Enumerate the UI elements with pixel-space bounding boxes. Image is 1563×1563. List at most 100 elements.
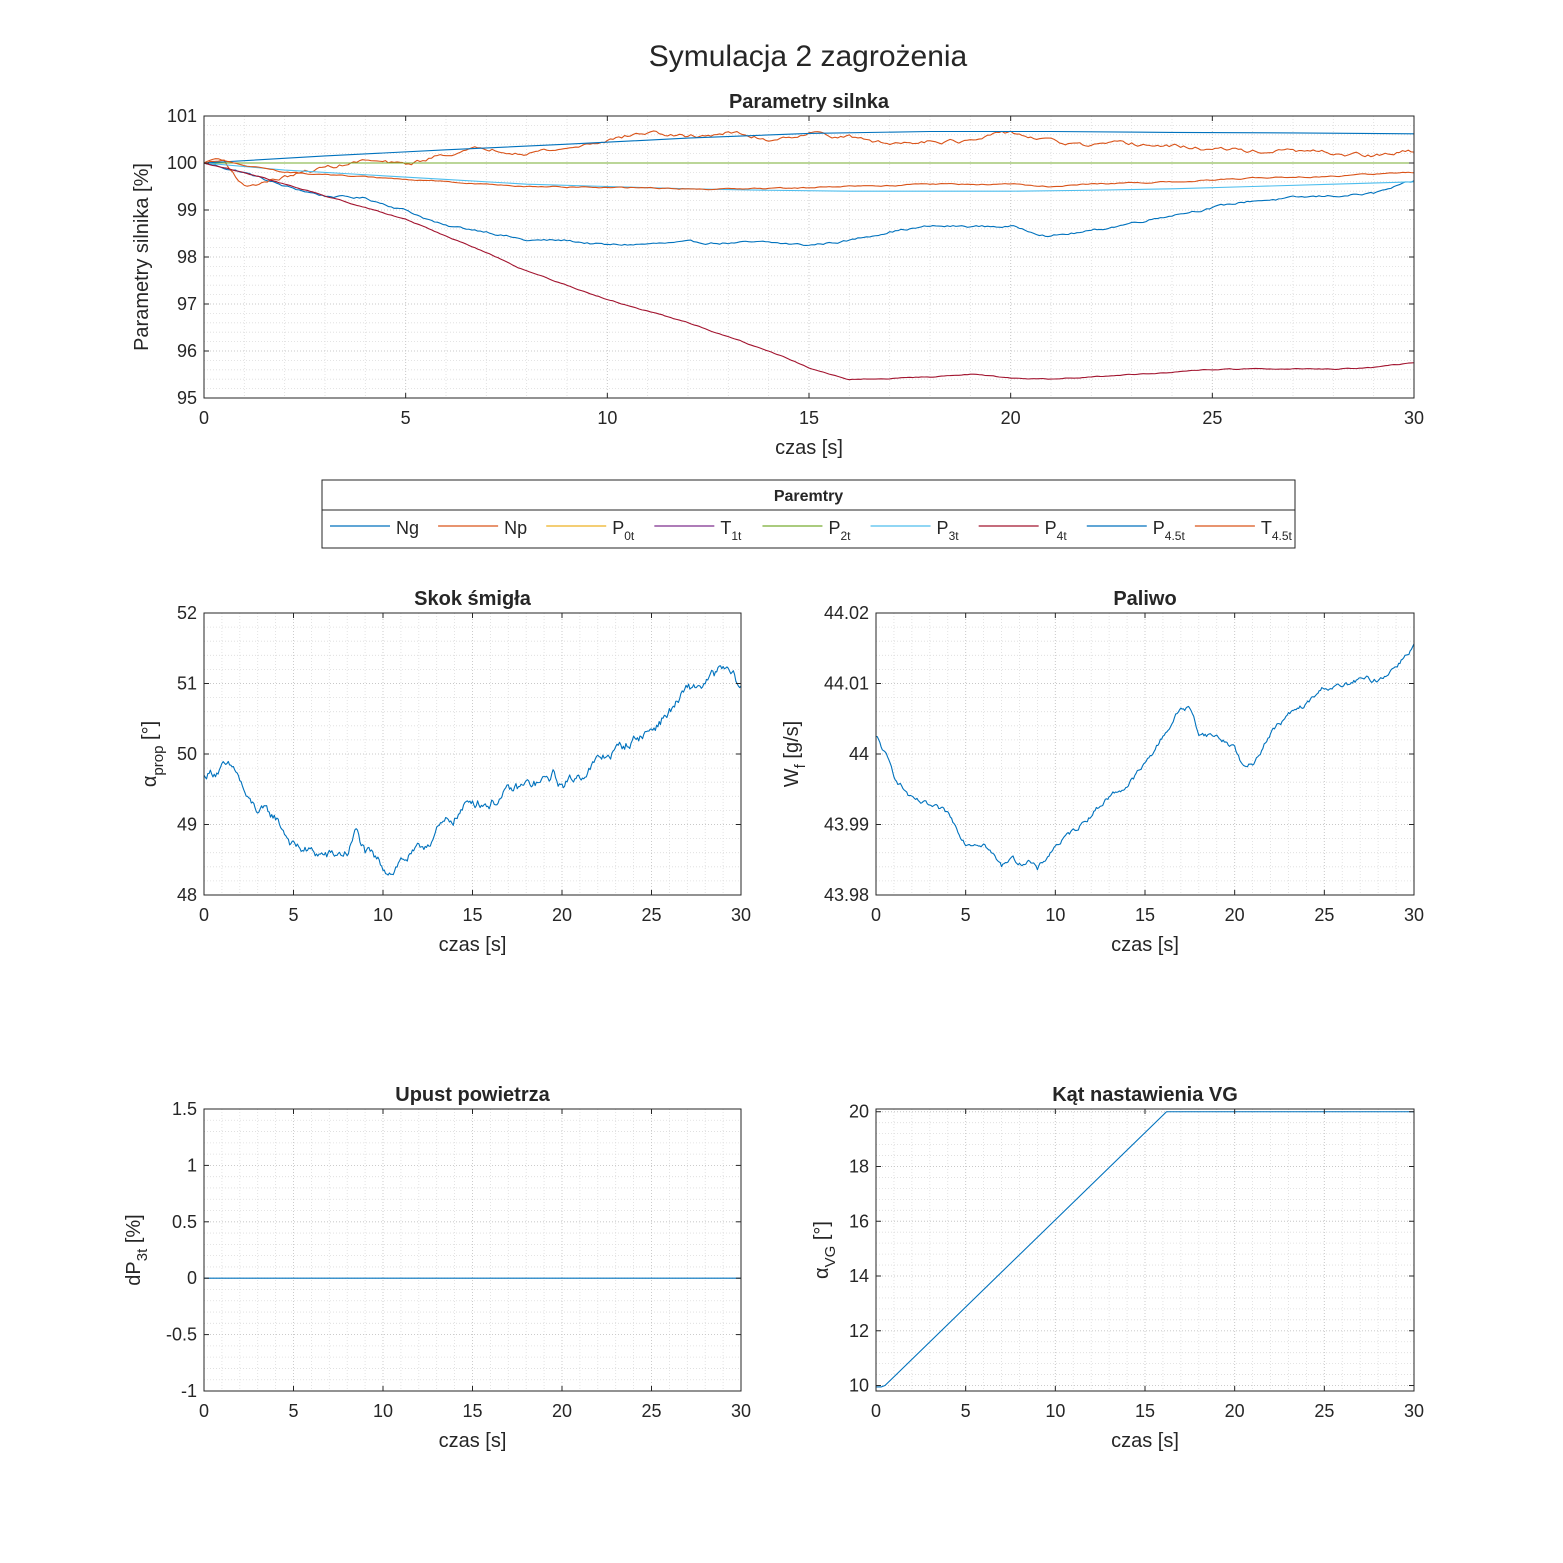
x-axis-label: czas [s] bbox=[775, 437, 843, 459]
legend-entry: P4t bbox=[978, 518, 1068, 543]
x-tick-label: 10 bbox=[373, 1401, 393, 1421]
series-line-p3t bbox=[204, 162, 1414, 192]
x-tick-label: 25 bbox=[641, 1401, 661, 1421]
x-tick-label: 5 bbox=[401, 408, 411, 428]
y-tick-label: 97 bbox=[177, 294, 197, 314]
legend-entry: P0t bbox=[546, 518, 635, 543]
y-tick-label: 14 bbox=[849, 1266, 869, 1286]
y-tick-label: 50 bbox=[177, 744, 197, 764]
series-group bbox=[204, 130, 1414, 381]
x-tick-label: 30 bbox=[731, 905, 751, 925]
axes-title: Kąt nastawienia VG bbox=[1052, 1084, 1238, 1106]
y-tick-label: 49 bbox=[177, 815, 197, 835]
x-tick-label: 0 bbox=[871, 1401, 881, 1421]
grid bbox=[204, 613, 741, 895]
y-tick-label: 101 bbox=[167, 106, 197, 126]
y-tick-label: 0 bbox=[187, 1268, 197, 1288]
x-tick-label: 10 bbox=[1045, 1401, 1065, 1421]
y-axis-label: αprop [°] bbox=[139, 721, 167, 787]
axes-title: Parametry silnka bbox=[729, 91, 890, 113]
y-tick-label: 12 bbox=[849, 1321, 869, 1341]
x-axis-label: czas [s] bbox=[1111, 1430, 1179, 1452]
x-tick-label: 0 bbox=[199, 408, 209, 428]
legend-label: P4t bbox=[1045, 518, 1068, 543]
legend-entry: P4.5t bbox=[1086, 518, 1185, 543]
x-tick-label: 20 bbox=[1225, 1401, 1245, 1421]
y-tick-label: 10 bbox=[849, 1376, 869, 1396]
y-tick-label: 43.99 bbox=[824, 815, 869, 835]
y-tick-label: 44.02 bbox=[824, 603, 869, 623]
legend-entry: Ng bbox=[330, 518, 419, 538]
axes-5: 0 5 10 15 20 25 30 10 12 14 16 18 20 Kąt nastawienia … bbox=[811, 1084, 1424, 1452]
legend-label: P2t bbox=[828, 518, 851, 543]
x-tick-label: 10 bbox=[373, 905, 393, 925]
legend: Paremtry Ng Np P0t T1t P2t P3t P4t P4.5t T4.5t bbox=[321, 479, 1296, 549]
x-tick-label: 5 bbox=[961, 1401, 971, 1421]
series-line-1 bbox=[876, 1111, 1414, 1388]
x-axis-label: czas [s] bbox=[439, 1430, 507, 1452]
x-tick-label: 20 bbox=[552, 1401, 572, 1421]
series-line-p4t bbox=[204, 162, 1414, 381]
y-tick-label: 99 bbox=[177, 200, 197, 220]
y-axis-label: dP3t [%] bbox=[123, 1214, 151, 1285]
x-tick-label: 10 bbox=[1045, 905, 1065, 925]
series-line-1 bbox=[204, 665, 741, 876]
x-tick-label: 0 bbox=[199, 1401, 209, 1421]
x-tick-label: 25 bbox=[1202, 408, 1222, 428]
x-tick-label: 20 bbox=[552, 905, 572, 925]
legend-label: Ng bbox=[396, 518, 419, 538]
legend-label: P3t bbox=[937, 518, 960, 543]
legend-entry: Np bbox=[438, 518, 527, 538]
y-tick-label: 48 bbox=[177, 885, 197, 905]
legend-label: T1t bbox=[720, 518, 742, 543]
x-tick-label: 15 bbox=[1135, 1401, 1155, 1421]
x-tick-label: 15 bbox=[462, 905, 482, 925]
legend-box bbox=[321, 479, 1296, 549]
y-axis-label: Wf [g/s] bbox=[781, 721, 809, 787]
x-tick-label: 5 bbox=[288, 905, 298, 925]
y-tick-label: 100 bbox=[167, 153, 197, 173]
legend-entry: T4.5t bbox=[1194, 518, 1293, 543]
series-line-t4-5t bbox=[204, 158, 1414, 191]
x-tick-label: 30 bbox=[1404, 905, 1424, 925]
x-axis-label: czas [s] bbox=[1111, 934, 1179, 956]
y-axis-label: Parametry silnika [%] bbox=[131, 163, 153, 351]
series-group bbox=[876, 1111, 1414, 1388]
x-tick-label: 30 bbox=[1404, 408, 1424, 428]
x-tick-label: 20 bbox=[1001, 408, 1021, 428]
axes-3: 0 5 10 15 20 25 30 43.98 43.99 44 44.01 44.02 Paliwo… bbox=[781, 588, 1424, 956]
y-tick-label: 18 bbox=[849, 1156, 869, 1176]
legend-label: P0t bbox=[612, 518, 635, 543]
y-tick-label: 20 bbox=[849, 1102, 869, 1122]
y-tick-label: 1 bbox=[187, 1155, 197, 1175]
x-tick-label: 30 bbox=[731, 1401, 751, 1421]
x-tick-label: 0 bbox=[871, 905, 881, 925]
legend-label: T4.5t bbox=[1261, 518, 1293, 543]
x-tick-label: 25 bbox=[641, 905, 661, 925]
legend-entry: T1t bbox=[654, 518, 742, 543]
series-group bbox=[204, 665, 741, 876]
x-tick-label: 15 bbox=[462, 1401, 482, 1421]
x-tick-label: 25 bbox=[1314, 1401, 1334, 1421]
axes-title: Skok śmigła bbox=[414, 588, 532, 610]
axes-2: 0 5 10 15 20 25 30 48 49 50 51 52 Skok śmigła czas [s… bbox=[139, 588, 751, 956]
y-tick-label: 44 bbox=[849, 744, 869, 764]
legend-entry: P3t bbox=[870, 518, 960, 543]
x-tick-label: 15 bbox=[1135, 905, 1155, 925]
grid bbox=[876, 613, 1414, 895]
axes-title: Upust powietrza bbox=[395, 1084, 550, 1106]
x-tick-label: 5 bbox=[288, 1401, 298, 1421]
y-tick-label: 43.98 bbox=[824, 885, 869, 905]
y-tick-label: 0.5 bbox=[172, 1212, 197, 1232]
y-axis-label: αVG [°] bbox=[811, 1221, 839, 1279]
y-tick-label: 51 bbox=[177, 674, 197, 694]
x-tick-label: 25 bbox=[1314, 905, 1334, 925]
legend-entry: P2t bbox=[762, 518, 851, 543]
grid bbox=[204, 116, 1414, 398]
series-line-np bbox=[204, 130, 1414, 187]
x-tick-label: 20 bbox=[1225, 905, 1245, 925]
y-tick-label: -0.5 bbox=[166, 1325, 197, 1345]
y-tick-label: 44.01 bbox=[824, 674, 869, 694]
y-tick-label: 96 bbox=[177, 341, 197, 361]
grid bbox=[204, 1109, 741, 1391]
